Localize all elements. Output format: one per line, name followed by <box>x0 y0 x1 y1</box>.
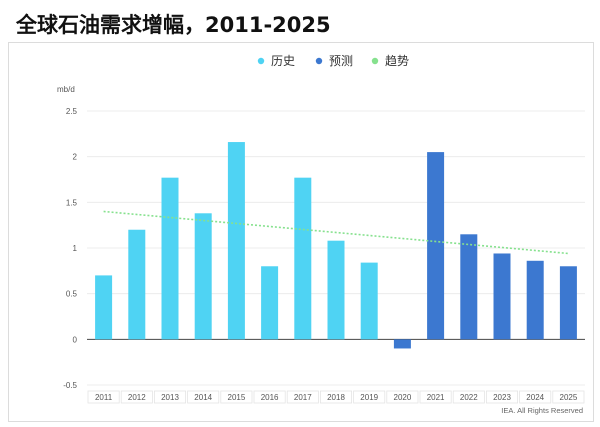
legend-label-0: 历史 <box>271 54 295 68</box>
bar-history-2015 <box>227 142 245 340</box>
x-tick-label: 2022 <box>460 393 478 402</box>
credit-text: IEA. All Rights Reserved <box>501 406 583 415</box>
x-tick-box <box>319 390 352 404</box>
x-tick-box <box>353 390 386 404</box>
bar-forecast-2022 <box>460 234 478 340</box>
x-tick-label: 2013 <box>161 393 179 402</box>
x-tick-box <box>485 390 518 404</box>
x-tick-box <box>87 390 120 404</box>
x-tick-label: 2011 <box>95 393 113 402</box>
bar-history-2012 <box>128 229 146 340</box>
x-tick-box <box>253 390 286 404</box>
y-tick-label: 0.5 <box>66 290 78 299</box>
x-tick-label: 2017 <box>294 393 312 402</box>
x-tick-label: 2014 <box>194 393 212 402</box>
x-tick-label: 2020 <box>394 393 412 402</box>
trend-line-group <box>103 210 569 255</box>
chart-title: 全球石油需求增幅，2011-2025 <box>16 13 331 37</box>
x-tick-box <box>187 390 220 404</box>
bar-forecast-2023 <box>493 253 511 340</box>
bar-history-2019 <box>360 262 378 340</box>
x-tick-labels: 2011 2012 2013 2014 2015 2016 2017 2018 2019 2020… <box>87 390 585 404</box>
legend-label-1: 预测 <box>329 54 353 68</box>
x-tick-box <box>452 390 485 404</box>
x-tick-box <box>552 390 585 404</box>
x-tick-label: 2025 <box>560 393 578 402</box>
x-tick-label: 2016 <box>261 393 279 402</box>
x-tick-label: 2023 <box>493 393 511 402</box>
y-tick-labels: 2.5 2 1.5 1 0.5 0 -0.5 <box>63 107 77 390</box>
y-tick-label: 1 <box>73 244 78 253</box>
x-tick-box <box>120 390 153 404</box>
legend-marker-0 <box>257 57 265 65</box>
x-tick-label: 2012 <box>128 393 146 402</box>
bar-forecast-2025 <box>559 266 577 340</box>
chart-card: 历史 预测 趋势 mb/d 2.5 2 1.5 1 0.5 0 -0.5 2011 2012 201… <box>8 42 594 422</box>
x-tick-label: 2018 <box>327 393 345 402</box>
bars <box>95 142 577 349</box>
y-tick-label: 2.5 <box>66 107 78 116</box>
x-tick-box <box>220 390 253 404</box>
bar-history-2017 <box>294 177 312 340</box>
y-tick-label: 1.5 <box>66 198 78 207</box>
bar-forecast-2024 <box>526 260 544 340</box>
y-tick-label: 2 <box>73 153 78 162</box>
bar-forecast-2020 <box>393 339 411 349</box>
x-tick-box <box>286 390 319 404</box>
bar-history-2014 <box>194 213 212 340</box>
x-tick-box <box>153 390 186 404</box>
y-tick-label: 0 <box>73 335 78 344</box>
x-tick-label: 2021 <box>427 393 445 402</box>
y-axis-unit: mb/d <box>57 85 75 94</box>
legend-label-2: 趋势 <box>385 54 409 68</box>
legend: 历史 预测 趋势 <box>257 54 409 68</box>
legend-marker-2 <box>371 57 379 65</box>
x-tick-box <box>419 390 452 404</box>
x-tick-label: 2019 <box>360 393 378 402</box>
x-tick-label: 2015 <box>228 393 246 402</box>
bar-history-2016 <box>261 266 279 340</box>
legend-marker-1 <box>315 57 323 65</box>
bar-chart: 历史 预测 趋势 mb/d 2.521.510.50-0.5 2011 2012 201… <box>57 54 585 415</box>
x-tick-box <box>519 390 552 404</box>
x-tick-label: 2024 <box>526 393 544 402</box>
bar-forecast-2021 <box>427 152 445 340</box>
bar-history-2011 <box>95 275 113 340</box>
y-tick-label: -0.5 <box>63 381 77 390</box>
bar-history-2013 <box>161 177 179 340</box>
x-tick-box <box>386 390 419 404</box>
trend-line <box>103 210 569 255</box>
bar-history-2018 <box>327 240 345 340</box>
